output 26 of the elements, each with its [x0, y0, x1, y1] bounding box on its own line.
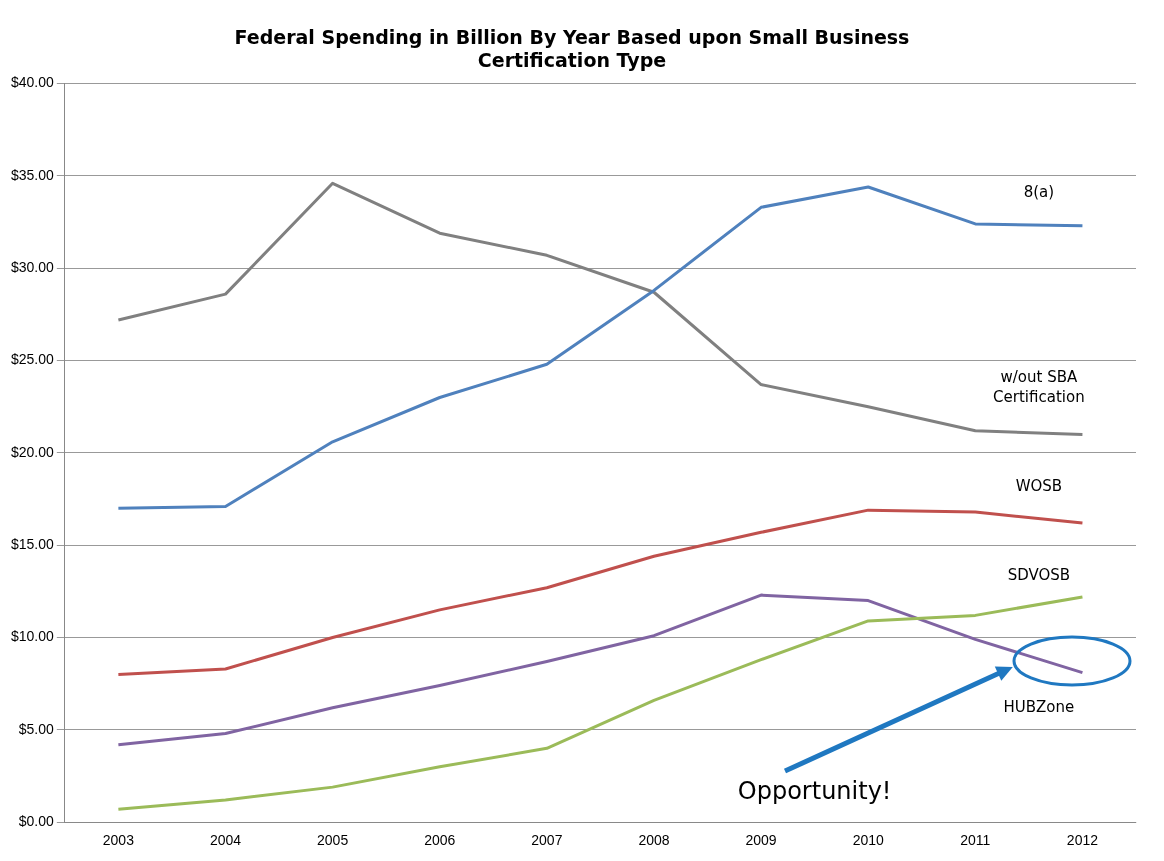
x-tick-label: 2003	[102, 832, 135, 849]
x-tick-label: 2009	[745, 832, 777, 849]
y-tick-label: $10.00	[10, 628, 55, 645]
x-tick-label: 2011	[960, 832, 991, 849]
series-label: HUBZone	[1003, 697, 1075, 716]
x-tick-label: 2004	[209, 832, 242, 849]
x-tick-label: 2007	[531, 832, 563, 849]
series-label: WOSB	[1015, 477, 1063, 496]
x-tick-label: 2005	[317, 832, 349, 849]
y-tick-label: $20.00	[10, 443, 55, 460]
annotation: Opportunity!	[737, 776, 892, 805]
x-tick-label: 2010	[852, 832, 884, 849]
x-tick-label: 2008	[638, 832, 670, 849]
series-label: 8(a)	[1023, 182, 1055, 201]
y-tick-label: $15.00	[10, 536, 55, 553]
chart-title: Federal Spending in Billion By Year Based upon Small Business Certification Type	[234, 26, 910, 72]
y-tick-label: $25.00	[10, 351, 55, 368]
series-label: SDVOSB	[1007, 566, 1071, 585]
y-tick-label: $0.00	[18, 813, 55, 830]
series-label: w/out SBA Certification	[993, 368, 1085, 407]
y-tick-label: $30.00	[10, 259, 55, 276]
y-tick-label: $35.00	[10, 166, 55, 183]
x-tick-label: 2012	[1066, 832, 1099, 849]
y-tick-label: $40.00	[10, 74, 55, 91]
x-tick-label: 2006	[424, 832, 456, 849]
y-tick-label: $5.00	[18, 720, 55, 737]
